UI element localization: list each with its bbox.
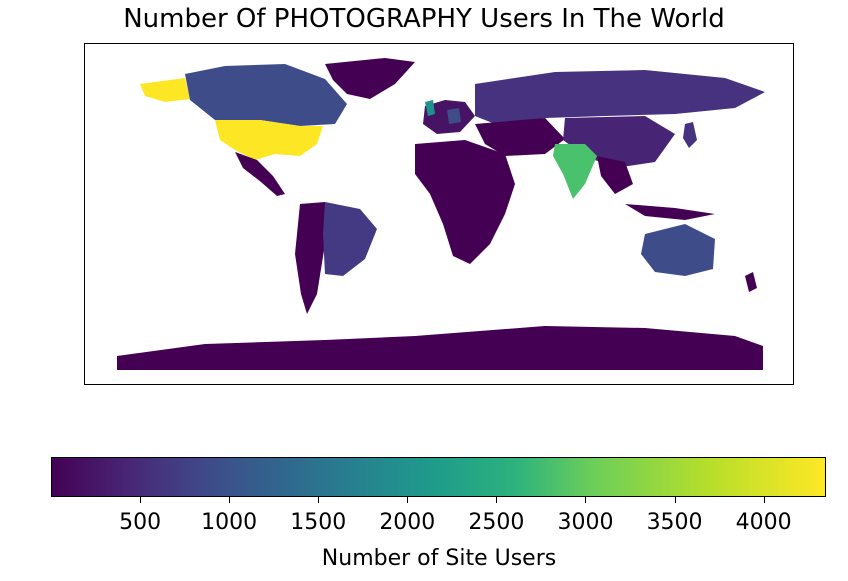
chart-title: Number Of PHOTOGRAPHY Users In The World [123, 4, 725, 34]
region-alaska [140, 78, 190, 102]
region-asia-central [475, 118, 565, 156]
region-africa [415, 140, 515, 264]
colorbar-tick [140, 497, 142, 503]
colorbar-tick [407, 497, 409, 503]
region-india [553, 144, 597, 199]
colorbar-tick-label: 1500 [290, 510, 347, 535]
colorbar-tick-label: 2500 [468, 510, 525, 535]
region-germany [447, 108, 461, 124]
region-indonesia [625, 204, 715, 220]
region-united-states [215, 120, 323, 160]
colorbar-tick-label: 500 [119, 510, 162, 535]
colorbar-tick [763, 497, 765, 503]
region-mexico [235, 152, 285, 196]
map-frame [84, 43, 794, 385]
region-australia [641, 224, 715, 276]
colorbar-tick [229, 497, 231, 503]
region-south-america-west [295, 202, 325, 314]
colorbar-tick [674, 497, 676, 503]
colorbar-tick-label: 2000 [379, 510, 436, 535]
region-antarctica [117, 326, 763, 370]
region-japan [683, 122, 697, 148]
colorbar-tick-label: 3500 [646, 510, 703, 535]
colorbar-label: Number of Site Users [321, 546, 557, 571]
region-uk [425, 100, 435, 116]
region-canada [185, 64, 347, 126]
region-brazil [323, 202, 377, 276]
region-greenland [325, 58, 415, 99]
colorbar-tick-label: 1000 [201, 510, 258, 535]
colorbar [51, 457, 826, 497]
region-new-zealand [745, 272, 757, 292]
colorbar-tick-label: 3000 [557, 510, 614, 535]
colorbar-tick-label: 4000 [735, 510, 792, 535]
colorbar-tick [496, 497, 498, 503]
colorbar-tick [585, 497, 587, 503]
colorbar-tick [318, 497, 320, 503]
region-russia [475, 70, 765, 124]
world-map [117, 58, 765, 370]
region-se-asia [597, 156, 633, 194]
